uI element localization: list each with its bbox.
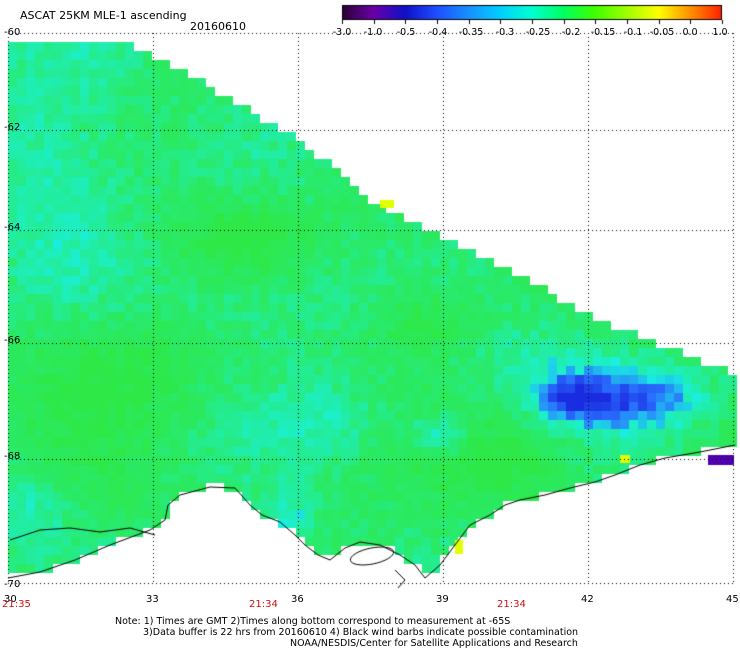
colorbar-tick-label: -0.15	[590, 27, 616, 38]
lat-label: -60	[4, 27, 21, 38]
colorbar-tick-label: -0.35	[458, 27, 484, 38]
colorbar-tick-label: -1.0	[363, 27, 383, 38]
lon-label: 39	[436, 594, 449, 605]
product-title: ASCAT 25KM MLE-1 ascending	[20, 9, 187, 22]
footer-note-line1: Note: 1) Times are GMT 2)Times along bot…	[115, 616, 511, 627]
lon-label: 45	[726, 594, 739, 605]
lat-label: -70	[4, 579, 21, 590]
colorbar-tick-label: -0.1	[623, 27, 643, 38]
time-label: 21:34	[497, 599, 526, 610]
colorbar-tick-label: -0.05	[649, 27, 675, 38]
lon-label: 30	[4, 594, 17, 605]
colorbar-tick-label: -0.4	[428, 27, 448, 38]
lon-label: 33	[146, 594, 159, 605]
colorbar-tick-label: -3.0	[332, 27, 352, 38]
colorbar-tick-label: -0.25	[525, 27, 551, 38]
lat-label: -62	[4, 122, 21, 133]
footer-credit: NOAA/NESDIS/Center for Satellite Applica…	[290, 638, 578, 649]
time-label: 21:35	[2, 599, 31, 610]
product-date: 20160610	[190, 20, 246, 33]
time-label: 21:34	[249, 599, 278, 610]
colorbar-tick-label: 0.0	[682, 27, 698, 38]
colorbar-tick-label: -0.3	[495, 27, 515, 38]
lat-label: -68	[4, 451, 21, 462]
colorbar-tick-label: -0.5	[396, 27, 416, 38]
lat-label: -66	[4, 335, 21, 346]
footer-note-line2: 3)Data buffer is 22 hrs from 20160610 4)…	[143, 627, 579, 638]
colorbar-tick-label: 1.0	[712, 27, 728, 38]
lon-label: 42	[581, 594, 594, 605]
lat-label: -64	[4, 222, 21, 233]
lon-label: 36	[291, 594, 304, 605]
colorbar-tick-label: -0.2	[561, 27, 581, 38]
